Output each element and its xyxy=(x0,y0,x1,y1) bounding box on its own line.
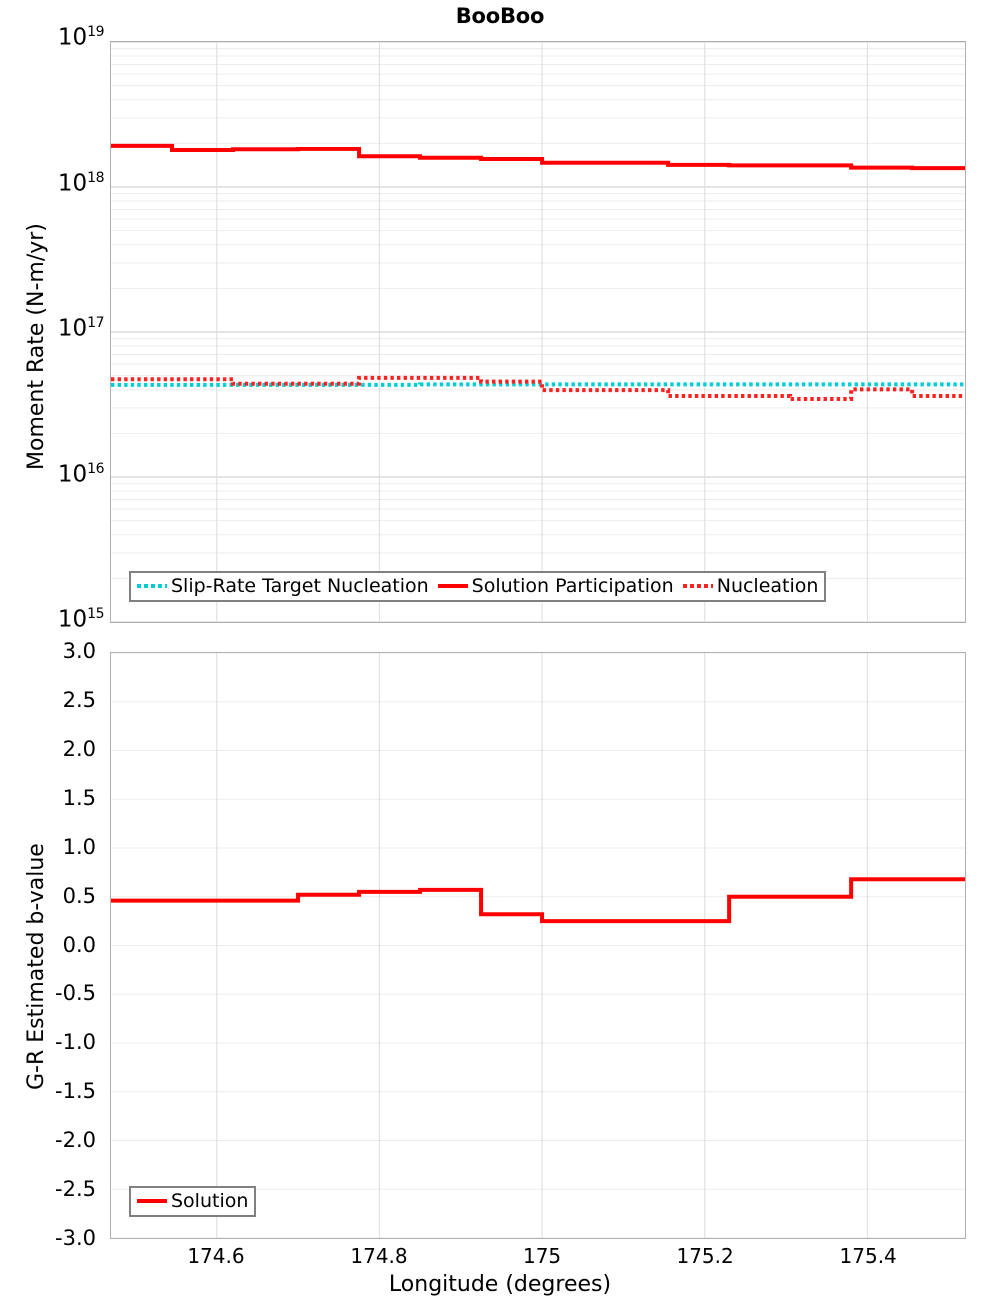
legend-line-swatch-icon xyxy=(437,584,468,588)
ytick-label-bvalue: 2.0 xyxy=(62,736,96,761)
xtick-label-longitude: 174.8 xyxy=(350,1244,408,1268)
bvalue-legend-item[interactable]: Solution xyxy=(137,1190,248,1212)
ytick-label-bvalue: 1.5 xyxy=(62,785,96,810)
series-solution-participation xyxy=(111,143,965,171)
y-axis-label-moment-rate: Moment Rate (N-m/yr) xyxy=(24,223,49,470)
legend-label: Nucleation xyxy=(716,575,819,597)
ytick-label-moment-rate: 1018 xyxy=(57,169,105,197)
moment-rate-legend[interactable]: Slip-Rate Target Nucleation Solution Part… xyxy=(129,571,827,602)
legend-label: Slip-Rate Target Nucleation xyxy=(171,575,429,597)
ytick-label-moment-rate: 1017 xyxy=(57,315,105,342)
legend-line-swatch-icon xyxy=(682,584,713,588)
ytick-label-bvalue: -2.0 xyxy=(55,1128,96,1153)
xtick-label-longitude: 175 xyxy=(522,1244,562,1268)
ytick-label-moment-rate: 1019 xyxy=(57,24,105,51)
ytick-label-bvalue: -1.0 xyxy=(55,1030,96,1055)
moment-rate-plot-svg xyxy=(111,42,965,622)
moment-rate-plot-panel xyxy=(110,41,966,623)
moment-rate-legend-item[interactable]: Nucleation xyxy=(682,575,819,597)
ytick-label-bvalue: 2.5 xyxy=(62,687,96,712)
xtick-label-longitude: 175.4 xyxy=(839,1244,897,1268)
moment-rate-legend-item[interactable]: Solution Participation xyxy=(437,575,674,597)
bvalue-plot-panel xyxy=(110,652,966,1239)
ytick-label-bvalue: 0.0 xyxy=(62,932,96,957)
series-solution xyxy=(111,877,965,924)
ytick-label-bvalue: -1.5 xyxy=(55,1079,96,1104)
x-axis-label: Longitude (degrees) xyxy=(388,1272,612,1297)
bvalue-legend[interactable]: Solution xyxy=(129,1186,257,1217)
ytick-label-bvalue: 0.5 xyxy=(62,883,96,908)
xtick-label-longitude: 174.6 xyxy=(187,1244,245,1268)
ytick-label-moment-rate: 1015 xyxy=(57,606,105,633)
legend-label: Solution Participation xyxy=(471,575,674,597)
legend-line-swatch-icon xyxy=(137,584,167,588)
ytick-label-bvalue: 1.0 xyxy=(62,834,96,859)
series-nucleation xyxy=(111,375,965,402)
y-axis-label-bvalue: G-R Estimated b-value xyxy=(24,843,49,1090)
ytick-label-bvalue: 3.0 xyxy=(62,639,96,663)
xtick-label-longitude: 175.2 xyxy=(676,1244,734,1268)
ytick-label-bvalue: -0.5 xyxy=(55,981,96,1006)
page-title: BooBoo xyxy=(455,4,545,28)
moment-rate-legend-item[interactable]: Slip-Rate Target Nucleation xyxy=(137,575,429,597)
legend-line-swatch-icon xyxy=(137,1199,167,1203)
ytick-label-bvalue: -2.5 xyxy=(55,1177,96,1202)
ytick-label-bvalue: -3.0 xyxy=(55,1226,96,1250)
legend-label: Solution xyxy=(171,1190,249,1212)
bvalue-plot-svg xyxy=(111,653,965,1238)
ytick-label-moment-rate: 1016 xyxy=(57,460,105,488)
